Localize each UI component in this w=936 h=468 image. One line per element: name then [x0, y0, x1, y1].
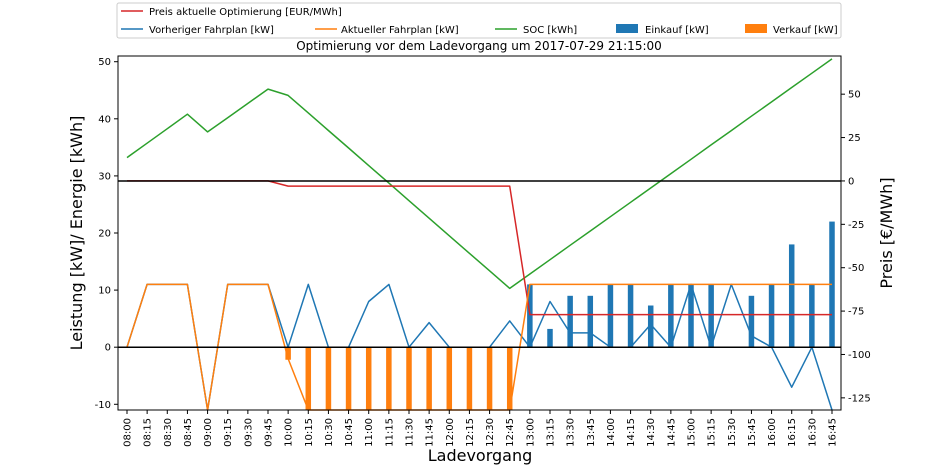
x-tick-label-15:30: 15:30 — [727, 418, 738, 447]
bar-einkauf-16:00 — [768, 284, 775, 348]
bar-verkauf-12:15 — [466, 347, 473, 410]
legend-label-soc: SOC [kWh] — [523, 25, 577, 36]
axes: -1001020304050-125-100-75-50-250255008:0… — [95, 57, 871, 447]
x-tick-label-09:45: 09:45 — [264, 418, 275, 447]
bar-einkauf-13:00 — [527, 284, 533, 348]
plot-marks — [118, 58, 841, 411]
bar-einkauf-13:15 — [547, 328, 553, 348]
x-tick-label-09:30: 09:30 — [243, 418, 254, 447]
x-tick-label-10:00: 10:00 — [284, 418, 295, 447]
y-right-tick-label: -50 — [848, 263, 864, 274]
x-tick-label-12:00: 12:00 — [445, 418, 456, 447]
x-tick-label-08:15: 08:15 — [143, 418, 154, 447]
y-right-tick-label: 25 — [848, 133, 861, 144]
bar-einkauf-14:15 — [627, 284, 634, 348]
y-left-tick-label: 50 — [98, 57, 111, 68]
legend-label-aktueller: Aktueller Fahrplan [kW] — [341, 25, 459, 36]
bar-einkauf-15:45 — [748, 295, 755, 348]
y-left-tick-label: 0 — [105, 343, 111, 354]
bar-verkauf-12:00 — [446, 347, 453, 410]
x-tick-label-11:00: 11:00 — [364, 418, 375, 447]
x-tick-label-11:15: 11:15 — [384, 418, 395, 447]
x-tick-label-13:30: 13:30 — [566, 418, 577, 447]
x-tick-label-11:30: 11:30 — [405, 418, 416, 447]
x-tick-label-14:00: 14:00 — [606, 418, 617, 447]
x-tick-label-08:45: 08:45 — [183, 418, 194, 447]
bar-einkauf-14:00 — [607, 284, 614, 348]
bar-einkauf-16:15 — [788, 244, 795, 348]
x-tick-label-16:00: 16:00 — [767, 418, 778, 447]
x-tick-label-16:30: 16:30 — [807, 418, 818, 447]
bar-verkauf-12:30 — [486, 347, 493, 410]
bar-verkauf-11:45 — [426, 347, 432, 410]
legend-label-preis: Preis aktuelle Optimierung [EUR/MWh] — [149, 7, 342, 18]
x-tick-label-08:30: 08:30 — [163, 418, 174, 447]
bar-verkauf-10:30 — [325, 347, 332, 410]
y-right-tick-label: -25 — [848, 220, 864, 231]
x-tick-label-12:15: 12:15 — [465, 418, 476, 447]
bar-einkauf-13:30 — [567, 295, 573, 348]
bar-verkauf-11:30 — [406, 347, 412, 410]
y-left-tick-label: 20 — [98, 229, 111, 240]
bar-verkauf-10:15 — [305, 347, 312, 410]
bar-einkauf-15:15 — [708, 284, 714, 348]
bar-einkauf-13:45 — [587, 295, 594, 348]
x-tick-label-16:15: 16:15 — [787, 418, 798, 447]
y-right-tick-label: 0 — [848, 176, 854, 187]
legend-label-verkauf: Verkauf [kW] — [773, 25, 838, 36]
y-axis-label-right: Preis [€/MWh] — [877, 177, 896, 288]
bar-verkauf-10:45 — [345, 347, 352, 410]
y-right-tick-label: -100 — [848, 350, 871, 361]
x-tick-label-13:00: 13:00 — [525, 418, 536, 447]
y-axis-label-left: Leistung [kW]/ Energie [kWh] — [67, 116, 86, 351]
x-tick-label-14:45: 14:45 — [666, 418, 677, 447]
x-tick-label-10:30: 10:30 — [324, 418, 335, 447]
x-tick-label-13:45: 13:45 — [586, 418, 597, 447]
x-tick-label-11:45: 11:45 — [425, 418, 436, 447]
y-right-tick-label: -75 — [848, 307, 864, 318]
x-tick-label-10:45: 10:45 — [344, 418, 355, 447]
x-tick-label-15:00: 15:00 — [687, 418, 698, 447]
bar-verkauf-11:00 — [365, 347, 372, 410]
x-tick-label-15:45: 15:45 — [747, 418, 758, 447]
bar-verkauf-11:15 — [386, 347, 392, 410]
bar-einkauf-14:45 — [668, 284, 674, 348]
bar-verkauf-12:45 — [506, 347, 513, 410]
line-soc — [126, 58, 833, 290]
y-right-tick-label: 50 — [848, 90, 861, 101]
y-left-tick-label: 40 — [98, 114, 111, 125]
x-tick-label-14:15: 14:15 — [626, 418, 637, 447]
legend-swatch-verkauf — [745, 24, 767, 33]
x-tick-label-09:00: 09:00 — [203, 418, 214, 447]
x-tick-label-10:15: 10:15 — [304, 418, 315, 447]
x-tick-label-13:15: 13:15 — [546, 418, 557, 447]
legend: Preis aktuelle Optimierung [EUR/MWh] Vor… — [116, 2, 842, 39]
x-tick-label-15:15: 15:15 — [707, 418, 718, 447]
bar-einkauf-16:30 — [809, 284, 815, 348]
chart-title: Optimierung vor dem Ladevorgang um 2017-… — [296, 39, 662, 53]
y-left-tick-label: 10 — [98, 286, 111, 297]
x-tick-label-12:45: 12:45 — [505, 418, 516, 447]
legend-swatch-einkauf — [616, 24, 638, 33]
bar-einkauf-15:00 — [688, 284, 694, 348]
x-tick-label-12:30: 12:30 — [485, 418, 496, 447]
x-tick-label-16:45: 16:45 — [828, 418, 839, 447]
line-preis — [127, 180, 832, 316]
x-tick-label-14:30: 14:30 — [646, 418, 657, 447]
plot-frame — [117, 55, 842, 411]
x-axis-label: Ladevorgang — [428, 446, 533, 465]
x-tick-label-08:00: 08:00 — [123, 418, 134, 447]
legend-frame — [116, 2, 842, 39]
legend-label-vorheriger: Vorheriger Fahrplan [kW] — [149, 25, 274, 36]
bar-einkauf-14:30 — [647, 305, 654, 348]
y-right-tick-label: -125 — [848, 393, 871, 404]
x-tick-label-09:15: 09:15 — [223, 418, 234, 447]
legend-label-einkauf: Einkauf [kW] — [645, 25, 709, 36]
y-left-tick-label: 30 — [98, 171, 111, 182]
y-left-tick-label: -10 — [95, 400, 111, 411]
bar-verkauf-10:00 — [285, 347, 291, 360]
